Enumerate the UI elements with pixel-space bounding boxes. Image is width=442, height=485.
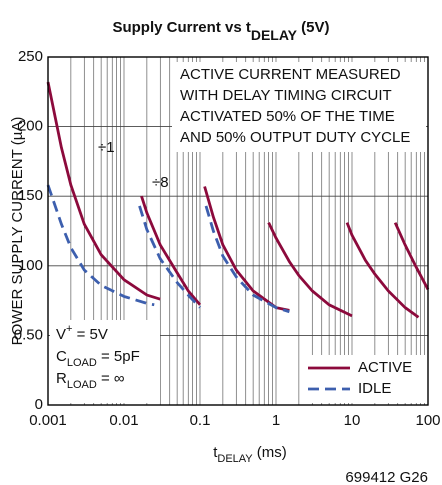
condition-sub: LOAD xyxy=(67,357,97,369)
condition-rest: = ∞ xyxy=(97,370,125,387)
condition: V+ = 5V xyxy=(56,323,108,343)
x-tick-label: 100 xyxy=(415,412,440,429)
divider-label: ÷8 xyxy=(152,174,169,191)
chart-title-sub: DELAY xyxy=(251,27,298,43)
x-axis-label-main: t xyxy=(213,444,218,461)
chart-title: Supply Current vs tDELAY (5V) xyxy=(112,19,329,43)
y-tick-label: 150 xyxy=(18,187,43,204)
condition-main: C xyxy=(56,348,67,365)
note-line: AND 50% OUTPUT DUTY CYCLE xyxy=(180,129,410,146)
x-tick-label: 10 xyxy=(344,412,361,429)
condition-main: R xyxy=(56,370,67,387)
condition: RLOAD = ∞ xyxy=(56,370,125,391)
series-line xyxy=(46,184,290,314)
y-tick-label: 250 xyxy=(18,48,43,65)
x-tick-label: 1 xyxy=(272,412,280,429)
y-tick-label: 200 xyxy=(18,118,43,135)
y-tick-label: 100 xyxy=(18,257,43,274)
condition-rest: = 5V xyxy=(72,326,107,343)
y-axis-label: POWER SUPPLY CURRENT (µA) xyxy=(9,117,26,346)
labels: 0.001 0.01 0.1 1 10 100 0 0.50 100 150 200 250 Suppl… xyxy=(9,19,441,485)
plot-frame xyxy=(47,56,429,406)
note-line: WITH DELAY TIMING CIRCUIT xyxy=(180,87,392,104)
condition-rest: = 5pF xyxy=(97,348,140,365)
curves xyxy=(46,81,430,319)
x-axis-label-sub: DELAY xyxy=(217,453,253,465)
note-line: ACTIVATED 50% OF THE TIME xyxy=(180,108,395,125)
condition: CLOAD = 5pF xyxy=(56,348,140,369)
x-axis-label-rest: (ms) xyxy=(253,444,287,461)
figure-code: 699412 G26 xyxy=(345,469,428,485)
condition-sub: LOAD xyxy=(67,379,97,391)
x-tick-label: 0.001 xyxy=(29,412,67,429)
y-tick-label: 0 xyxy=(35,396,43,413)
series-line xyxy=(46,81,430,319)
y-tick-label: 0.50 xyxy=(14,326,43,343)
note-box xyxy=(172,62,426,152)
divider-label: ÷1 xyxy=(98,139,115,156)
chart-title-rest: (5V) xyxy=(297,19,330,36)
x-axis-label: tDELAY (ms) xyxy=(213,444,287,465)
chart-title-main: Supply Current vs t xyxy=(112,19,250,36)
condition-sup: + xyxy=(66,323,72,335)
x-tick-label: 0.1 xyxy=(190,412,211,429)
note-line: ACTIVE CURRENT MEASURED xyxy=(180,66,401,83)
condition-main: V xyxy=(56,326,66,343)
conditions-box xyxy=(50,320,160,403)
x-tick-label: 0.01 xyxy=(109,412,138,429)
legend-label: IDLE xyxy=(358,380,391,397)
legend-label: ACTIVE xyxy=(358,359,412,376)
legend-box xyxy=(300,355,426,403)
